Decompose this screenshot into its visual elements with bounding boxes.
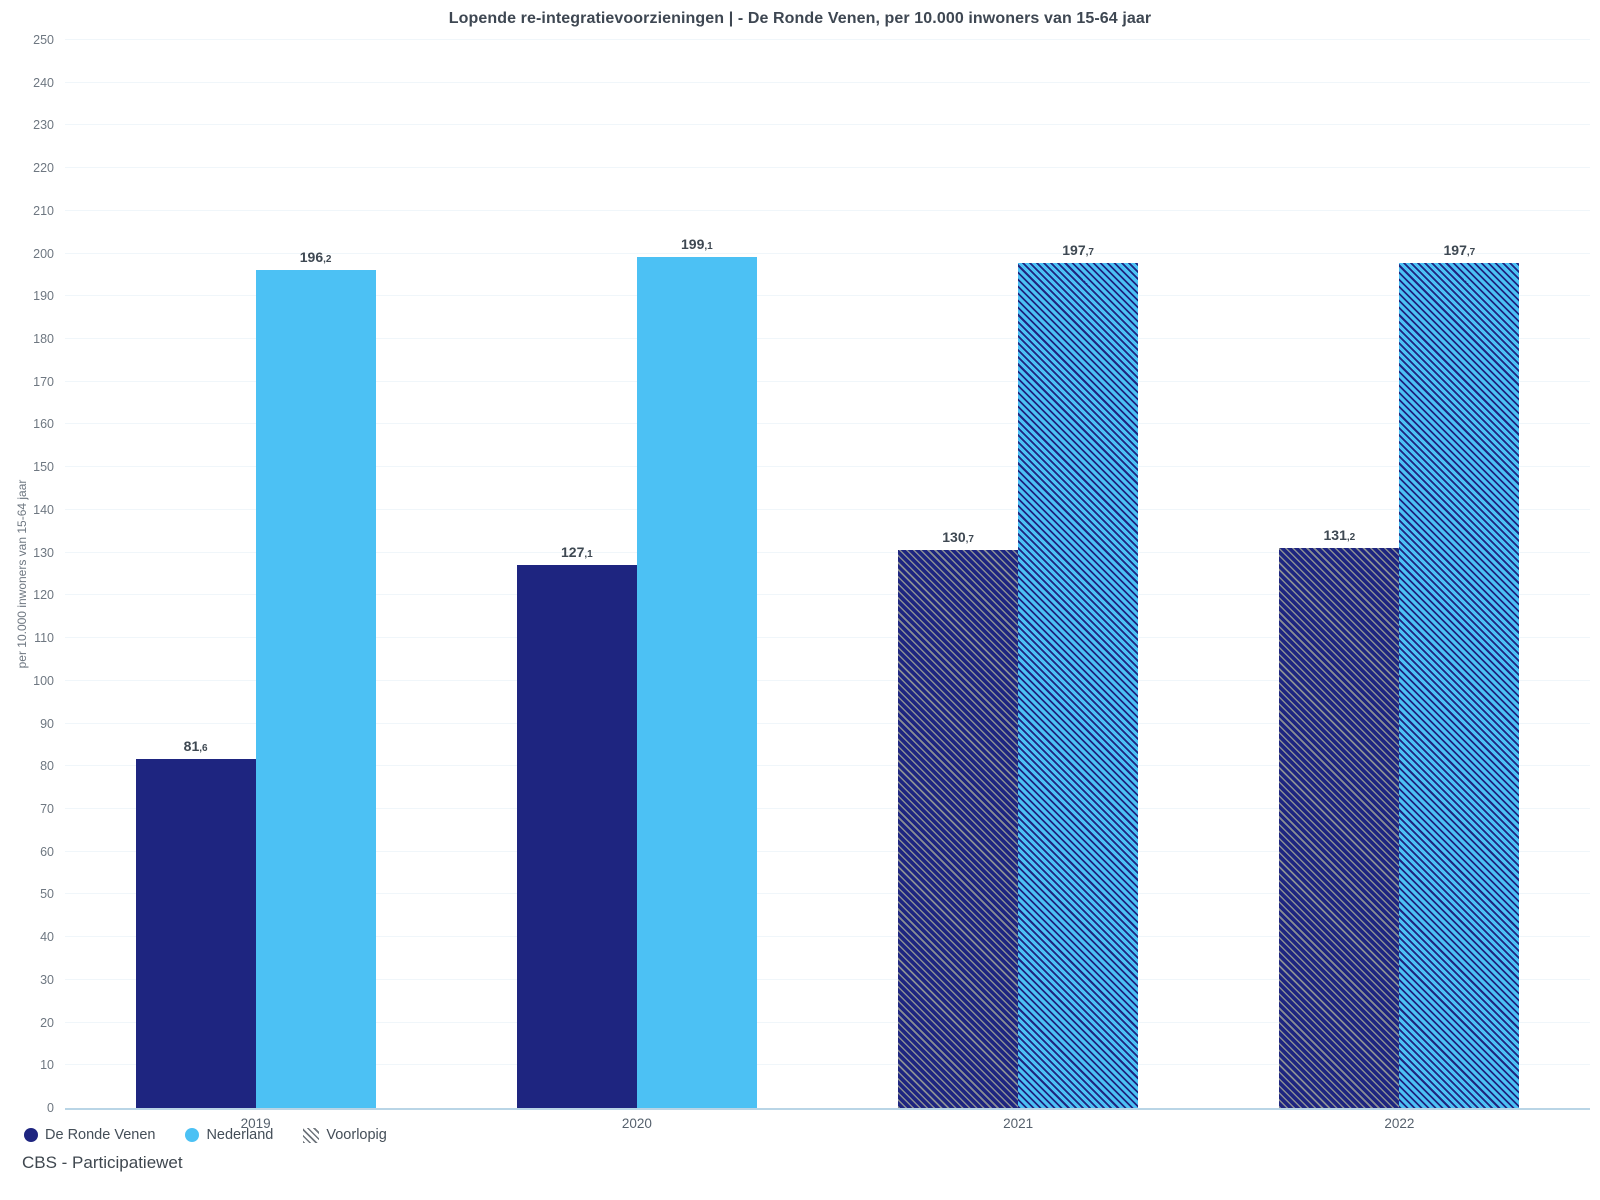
y-tick-label: 70 [40,801,54,816]
legend-label: Voorlopig [326,1127,387,1143]
bar-nederland-2021[interactable]: 197,7 [1018,242,1139,1108]
gridline [65,722,1590,724]
gridline [65,380,1590,382]
x-axis-label-2022: 2022 [1384,1116,1415,1131]
y-tick-label: 220 [33,161,54,176]
source-text: CBS - Participatiewet [22,1153,183,1172]
legend-item-voorlopig[interactable]: Voorlopig [303,1127,387,1143]
bar-group-2021: 130,7 197,7 [828,40,1209,1108]
bar-de-ronde-venen-2022[interactable]: 131,2 [1279,527,1400,1108]
bar-value-label: 199,1 [681,236,713,253]
x-axis-label-2019: 2019 [240,1116,271,1131]
gridline [65,167,1590,169]
bar-nederland-2020[interactable]: 199,1 [636,236,757,1108]
y-tick-label: 80 [40,759,54,774]
gridline [65,594,1590,596]
y-tick-label: 170 [33,374,54,389]
y-tick-label: 140 [33,502,54,517]
legend-item-de-ronde-venen[interactable]: De Ronde Venen [24,1127,155,1143]
y-tick-label: 240 [33,75,54,90]
y-axis-ticks: 0 10 20 30 40 50 60 70 80 90 100 110 120 130 140 150 160… [0,33,58,1115]
legend-item-nederland[interactable]: Nederland [185,1127,273,1143]
y-tick-label: 160 [33,417,54,432]
plot-area: 81,6 196,2 127,1 199,1 130,7 197,7 131,2 197,7 [65,39,1590,1110]
nederland-swatch-icon [185,1128,200,1142]
y-tick-label: 210 [33,203,54,218]
gridline [65,466,1590,468]
y-tick-label: 30 [40,972,54,987]
gridline [65,637,1590,639]
y-tick-label: 110 [34,631,54,646]
y-tick-label: 90 [40,716,54,731]
gridline [65,252,1590,254]
y-tick-label: 130 [33,545,54,560]
y-tick-label: 20 [40,1015,54,1030]
y-tick-label: 120 [33,588,54,603]
bar-nederland-2019[interactable]: 196,2 [255,249,376,1108]
gridline [65,508,1590,510]
y-tick-label: 190 [33,289,54,304]
legend-label: De Ronde Venen [45,1127,156,1143]
gridline [65,893,1590,895]
chart-title: Lopende re-integratievoorzieningen | - D… [448,10,1152,27]
de-ronde-venen-swatch-icon [24,1128,38,1142]
bar-value-label: 197,7 [1443,242,1476,259]
gridline [65,39,1590,40]
gridline [65,209,1590,211]
legend: De Ronde Venen Nederland Voorlopig [24,1127,387,1143]
bar-value-label: 196,2 [299,248,332,265]
bar-value-label: 127,1 [561,544,593,561]
bar-de-ronde-venen-2021[interactable]: 130,7 [898,529,1019,1108]
bar-de-ronde-venen-2020[interactable]: 127,1 [516,544,637,1108]
gridline [65,978,1590,980]
bar-value-label: 197,7 [1062,242,1094,259]
gridline [65,295,1590,297]
y-tick-label: 250 [33,33,54,47]
gridline [65,1064,1590,1066]
gridline [65,551,1590,553]
bar-nederland-2022[interactable]: 197,7 [1399,242,1520,1108]
bar-group-2022: 131,2 197,7 [1209,40,1590,1108]
gridline [65,765,1590,767]
bar-value-label: 131,2 [1323,526,1356,543]
y-tick-label: 150 [33,460,54,475]
legend-label: Nederland [206,1127,274,1143]
y-tick-label: 200 [33,246,54,261]
y-tick-label: 0 [47,1101,54,1115]
bar-value-label: 81,6 [183,738,208,755]
y-tick-label: 40 [40,930,54,945]
gridline [65,1021,1590,1023]
gridline [65,850,1590,852]
y-tick-label: 50 [40,887,54,902]
bar-value-label: 130,7 [942,528,974,545]
x-axis-label-2021: 2021 [1003,1116,1034,1131]
hatch-pattern-icon [303,1127,320,1143]
y-tick-label: 230 [33,118,54,133]
y-tick-label: 60 [40,844,54,859]
gridline [65,124,1590,126]
gridline [65,423,1590,425]
y-tick-label: 180 [33,332,54,347]
bar-group-2019: 81,6 196,2 [65,40,446,1108]
y-tick-label: 100 [33,673,54,688]
bar-de-ronde-venen-2019[interactable]: 81,6 [135,738,256,1108]
gridline [65,81,1590,83]
y-tick-label: 10 [40,1058,54,1073]
x-axis-label-2020: 2020 [621,1116,652,1131]
gridline [65,936,1590,938]
gridline [65,338,1590,340]
gridline [65,679,1590,681]
gridline [65,807,1590,809]
bar-group-2020: 127,1 199,1 [446,40,827,1108]
